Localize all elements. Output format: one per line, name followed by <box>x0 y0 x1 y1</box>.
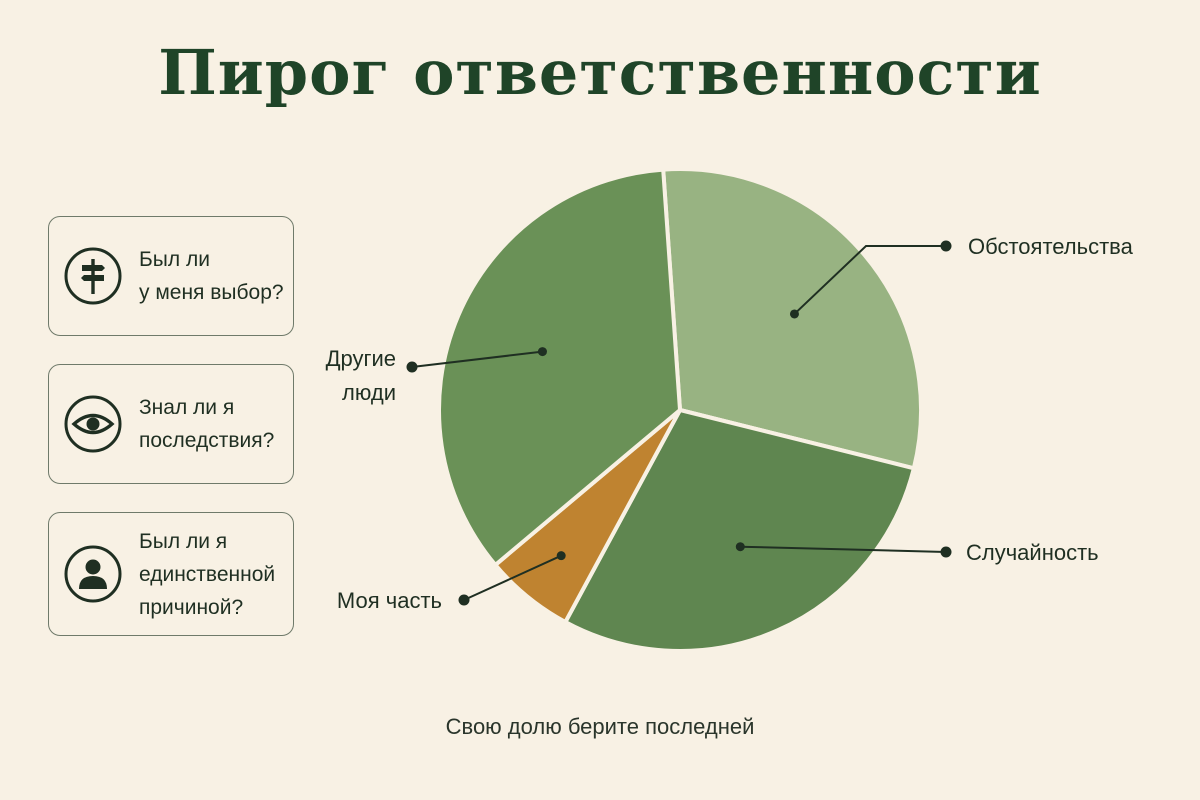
label-dot <box>940 240 952 252</box>
signpost-icon <box>63 246 123 306</box>
slice-marker-dot <box>537 347 547 357</box>
leader-line <box>463 554 562 601</box>
slice-marker-dot <box>556 551 566 561</box>
slice-label: Моя часть <box>337 588 442 613</box>
slice-marker-dot <box>735 542 745 552</box>
question-card-text: Был ли у меня выбор? <box>139 248 284 304</box>
slice-label: Другие люди <box>326 346 396 405</box>
question-card-text: Знал ли я последствия? <box>139 396 275 452</box>
label-dot <box>940 546 952 558</box>
pie-slice <box>563 408 916 653</box>
label-dot <box>406 361 418 373</box>
label-dot <box>458 594 470 606</box>
question-card-text: Был ли я единственной причиной? <box>139 529 276 619</box>
eye-icon <box>63 394 123 454</box>
question-card-cause: Был ли я единственной причиной? <box>48 512 294 636</box>
slice-label: Обстоятельства <box>968 234 1134 259</box>
question-card-consequences: Знал ли я последствия? <box>48 364 294 484</box>
leader-line <box>411 350 543 368</box>
question-card-choice: Был ли у меня выбор? <box>48 216 294 336</box>
pie-slice <box>437 167 682 567</box>
slice-marker-dot <box>789 309 799 319</box>
pie-slice <box>661 167 923 471</box>
leader-line <box>793 245 946 315</box>
leader-line <box>740 545 947 553</box>
question-cards: Был ли у меня выбор? Знал ли я последств… <box>48 216 294 636</box>
page-title: Пирог ответственности <box>158 36 1042 109</box>
footer-caption: Свою долю берите последней <box>445 714 755 739</box>
slice-label: Случайность <box>966 540 1099 565</box>
person-icon <box>63 544 123 604</box>
